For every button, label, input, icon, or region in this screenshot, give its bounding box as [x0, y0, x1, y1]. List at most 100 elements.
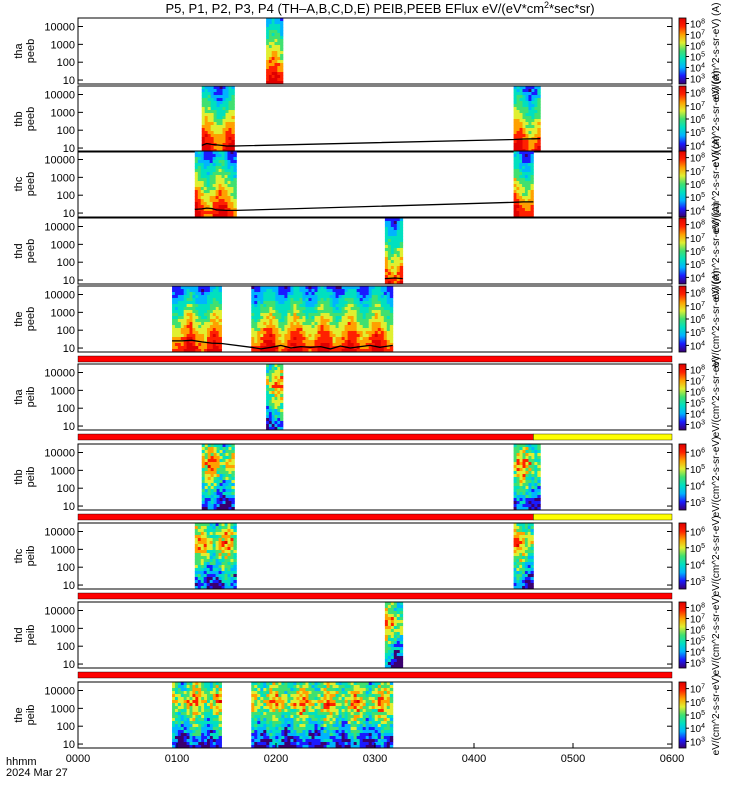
spectrogram-cell: [531, 101, 535, 105]
spectrogram-cell: [329, 706, 333, 710]
spectrogram-cell: [206, 577, 211, 581]
spectrogram-cell: [341, 337, 346, 341]
spectrogram-cell: [528, 101, 532, 105]
spectrogram-cell: [387, 617, 392, 621]
spectrogram-cell: [194, 154, 199, 158]
spectrogram-cell: [278, 721, 282, 725]
spectrogram-cell: [219, 495, 223, 499]
spectrogram-cell: [207, 125, 212, 129]
spectrogram-cell: [222, 122, 226, 126]
spectrogram-cell: [399, 641, 404, 645]
spectrogram-cell: [195, 715, 199, 719]
spectrogram-cell: [326, 709, 330, 713]
spectrogram-cell: [198, 334, 202, 338]
spectrogram-cell: [522, 134, 526, 138]
spectrogram-cell: [396, 638, 401, 642]
spectrogram-cell: [204, 697, 208, 701]
spectrogram-cell: [225, 459, 229, 463]
spectrogram-cell: [269, 319, 273, 323]
spectrogram-cell: [516, 157, 520, 161]
spectrogram-cell: [387, 662, 392, 666]
spectrogram-cell: [293, 706, 297, 710]
spectrogram-cell: [269, 709, 273, 713]
spectrogram-cell: [519, 134, 523, 138]
spectrogram-cell: [215, 319, 220, 323]
colorbar-tick-label: 107: [690, 301, 705, 313]
spectrogram-cell: [390, 614, 395, 618]
spectrogram-cell: [516, 98, 520, 102]
spectrogram-cell: [218, 169, 222, 173]
spectrogram-cell: [353, 295, 358, 299]
spectrogram-cell: [383, 301, 388, 305]
spectrogram-cell: [204, 486, 209, 490]
spectrogram-cell: [320, 727, 324, 731]
spectrogram-cell: [204, 334, 208, 338]
spectrogram-cell: [172, 316, 176, 320]
spectrogram-cell: [317, 703, 321, 707]
spectrogram-cell: [387, 623, 392, 627]
colorbar-tick-label: 108: [690, 19, 705, 31]
spectrogram-cell: [314, 331, 318, 335]
spectrogram-cell: [275, 346, 279, 350]
spectrogram-cell: [374, 343, 379, 347]
spectrogram-cell: [260, 682, 264, 686]
spectrogram-cell: [233, 169, 237, 173]
spectrogram-cell: [201, 349, 205, 353]
spectrogram-cell: [389, 310, 394, 314]
spectrogram-cell: [384, 218, 389, 222]
spectrogram-cell: [531, 498, 535, 502]
spectrogram-cell: [206, 340, 211, 344]
spectrogram-cell: [308, 724, 312, 728]
spectrogram-cell: [201, 733, 205, 737]
spectrogram-cell: [266, 736, 270, 740]
y-tick-label: 10000: [44, 290, 75, 302]
spectrogram-cell: [525, 474, 529, 478]
spectrogram-cell: [320, 703, 324, 707]
spectrogram-cell: [299, 706, 303, 710]
spectrogram-cell: [280, 367, 284, 371]
spectrogram-cell: [350, 316, 355, 320]
spectrogram-cell: [280, 24, 284, 28]
spectrogram-cell: [513, 86, 517, 90]
spectrogram-cell: [531, 468, 535, 472]
spectrogram-cell: [317, 688, 321, 692]
spectrogram-cell: [204, 328, 208, 332]
spectrogram-cell: [299, 721, 303, 725]
spectrogram-cell: [347, 313, 352, 317]
colorbar-tick-label: 108: [690, 88, 705, 100]
spectrogram-cell: [227, 181, 231, 185]
spectrogram-cell: [396, 266, 401, 270]
spectrogram-cell: [216, 92, 220, 96]
spectrogram-cell: [266, 331, 270, 335]
spectrogram-cell: [271, 21, 275, 25]
spectrogram-cell: [332, 307, 336, 311]
spectrogram-cell: [209, 340, 214, 344]
spectrogram-cell: [225, 125, 229, 129]
spectrogram-cell: [522, 146, 526, 150]
y-tick-label: 10: [63, 75, 75, 87]
spectrogram-cell: [222, 480, 226, 484]
spectrogram-cell: [233, 184, 237, 188]
panel-frame: [77, 150, 673, 218]
spectrogram-cell: [371, 343, 376, 347]
spectrogram-cell: [201, 310, 205, 314]
spectrogram-cell: [326, 703, 330, 707]
spectrogram-cell: [287, 340, 291, 344]
product-label: peib: [25, 387, 37, 408]
spectrogram-cell: [278, 334, 282, 338]
spectrogram-cell: [272, 745, 276, 749]
colorbar-gradient: [678, 443, 687, 511]
spectrogram-cell: [277, 57, 281, 61]
spectrogram-cell: [213, 86, 217, 90]
spectrogram-cell: [356, 295, 361, 299]
spectrogram-cell: [347, 295, 352, 299]
spectrogram-cell: [260, 694, 264, 698]
spectrogram-cell: [320, 706, 324, 710]
spectrogram-cell: [257, 334, 261, 338]
spectrogram-cell: [271, 424, 275, 428]
spectrogram-cell: [287, 736, 291, 740]
spectrogram-cell: [197, 151, 202, 155]
spectrogram-cell: [189, 343, 193, 347]
spectrogram-cell: [221, 178, 225, 182]
spectrogram-cell: [323, 304, 327, 308]
